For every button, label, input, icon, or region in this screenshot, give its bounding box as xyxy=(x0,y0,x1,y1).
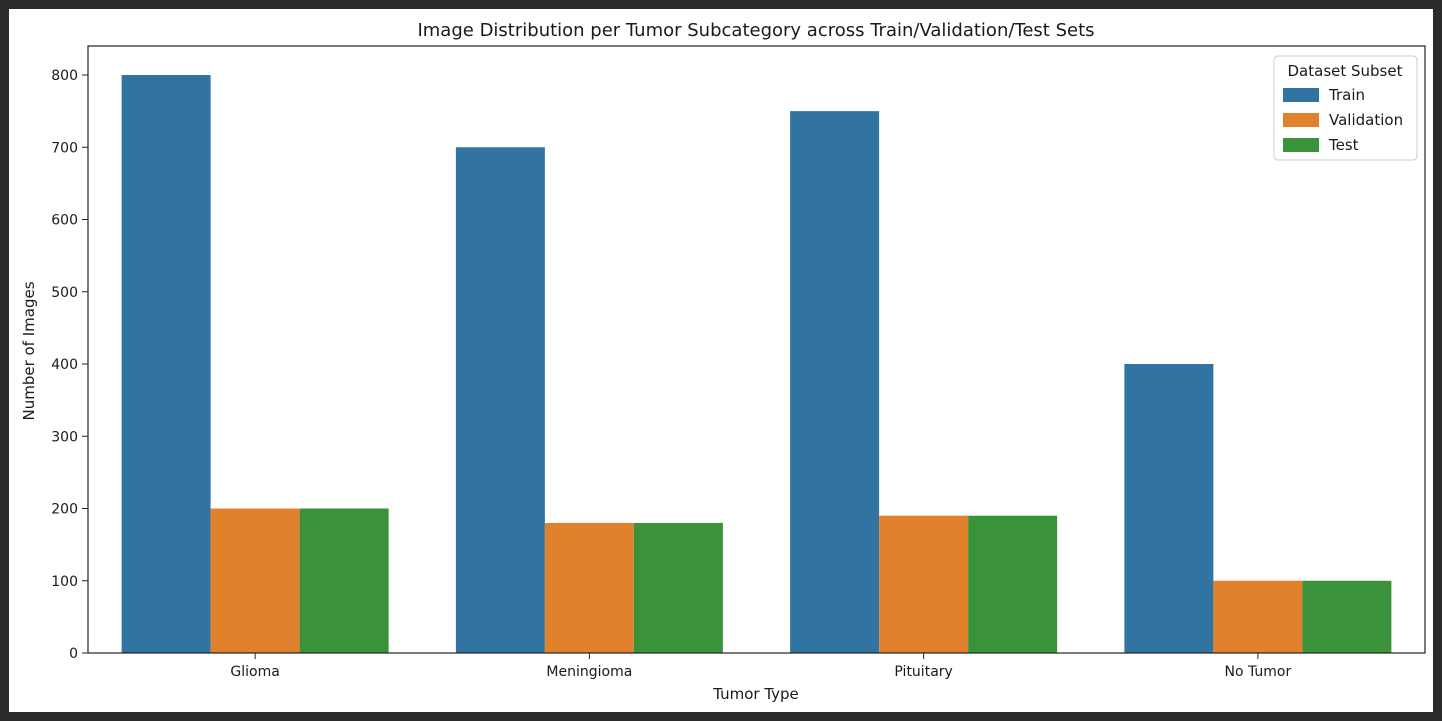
x-tick-label: Meningioma xyxy=(546,664,632,680)
bar-train xyxy=(121,75,211,653)
chart-title: Image Distribution per Tumor Subcategory… xyxy=(417,20,1094,41)
legend-box xyxy=(1273,55,1418,161)
plot-frame xyxy=(87,45,1426,654)
bar-validation xyxy=(879,515,969,653)
bar-test xyxy=(968,515,1058,653)
y-tick-label: 700 xyxy=(51,140,78,156)
x-axis-ticks: Glioma Meningioma Pituitary No Tumor xyxy=(230,653,1291,680)
x-axis-label: Tumor Type xyxy=(712,685,799,703)
bar-test xyxy=(299,508,389,653)
y-tick-label: 200 xyxy=(51,502,78,518)
chart-figure: Image Distribution per Tumor Subcategory… xyxy=(9,9,1433,712)
legend-swatch xyxy=(1283,113,1319,127)
x-tick-label: Pituitary xyxy=(894,664,952,680)
x-tick-label: Glioma xyxy=(230,664,279,680)
bar-train xyxy=(455,147,545,653)
legend-label: Validation xyxy=(1329,111,1403,129)
y-tick-label: 400 xyxy=(51,357,78,373)
bar-validation xyxy=(210,508,300,653)
x-tick-label: No Tumor xyxy=(1225,664,1292,680)
y-tick-label: 800 xyxy=(51,68,78,84)
bar-test xyxy=(1302,580,1392,653)
bars-group xyxy=(121,75,1392,653)
legend: Dataset Subset Train Validation Test xyxy=(1273,55,1418,161)
legend-label: Train xyxy=(1328,86,1365,104)
bar-chart: Image Distribution per Tumor Subcategory… xyxy=(20,20,1426,703)
bar-validation xyxy=(1213,580,1303,653)
y-tick-label: 600 xyxy=(51,213,78,229)
y-tick-label: 300 xyxy=(51,429,78,445)
legend-swatch xyxy=(1283,88,1319,102)
y-tick-label: 100 xyxy=(51,574,78,590)
y-tick-label: 0 xyxy=(69,646,78,662)
legend-title: Dataset Subset xyxy=(1288,62,1403,80)
bar-validation xyxy=(544,522,634,653)
y-axis-label: Number of Images xyxy=(20,281,38,420)
bar-train xyxy=(790,111,880,653)
y-tick-label: 500 xyxy=(51,285,78,301)
y-axis-ticks: 0 100 200 300 400 500 600 700 800 xyxy=(51,68,88,662)
bar-test xyxy=(633,522,723,653)
legend-swatch xyxy=(1283,138,1319,152)
legend-label: Test xyxy=(1328,136,1359,154)
bar-train xyxy=(1124,364,1214,653)
